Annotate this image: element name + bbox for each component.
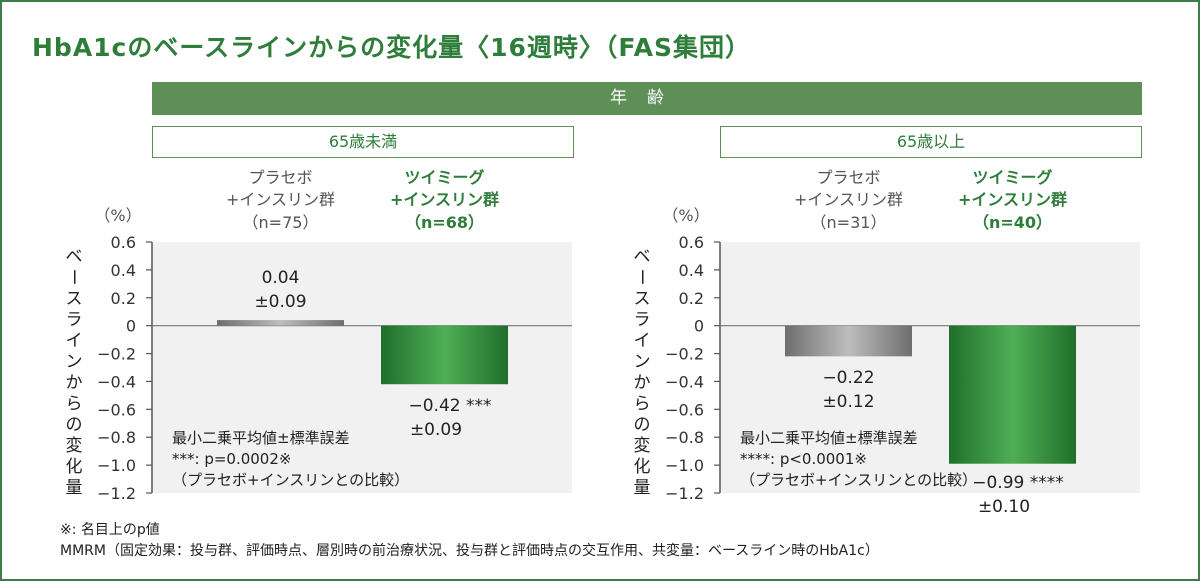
- stat-note: ****: p<0.0001※: [740, 450, 867, 468]
- category-n-label: （n=68）: [405, 213, 484, 232]
- category-n-label: （n=31）: [811, 213, 887, 232]
- y-tick-label: −0.2: [97, 345, 136, 364]
- stat-note: （プラセボ+インスリンとの比較）: [172, 471, 409, 489]
- y-axis-label-char: ス: [66, 289, 83, 309]
- y-axis-label-char: か: [634, 373, 651, 393]
- category-label: +インスリン群: [390, 190, 499, 209]
- category-label: +インスリン群: [794, 190, 903, 209]
- stat-note: 最小二乗平均値±標準誤差: [172, 429, 350, 447]
- y-axis-label-char: イ: [66, 331, 83, 351]
- y-tick-label: −0.2: [665, 345, 704, 364]
- se-label: ±0.10: [978, 497, 1030, 517]
- data-label: −0.99 ****: [972, 473, 1064, 493]
- bar: [217, 320, 344, 326]
- data-label: 0.04: [262, 268, 300, 288]
- y-axis-label-char: ら: [66, 394, 83, 414]
- category-label: +インスリン群: [958, 190, 1067, 209]
- y-axis-label-char: 量: [66, 478, 83, 498]
- se-label: ±0.09: [254, 292, 306, 312]
- stat-note: 最小二乗平均値±標準誤差: [740, 429, 918, 447]
- chart-title: HbA1cのベースラインからの変化量〈16週時〉（FAS集団）: [32, 33, 751, 62]
- y-tick-label: −0.6: [665, 400, 704, 419]
- y-axis-label-char: ス: [634, 289, 651, 309]
- y-unit-label: （%）: [94, 206, 141, 225]
- data-label: −0.42 ***: [409, 396, 492, 416]
- y-axis-label-char: イ: [634, 331, 651, 351]
- chart-panel-2: 0.6 0.4 0.2 0 −0.2 −0.4 −0.6 −0.8 −1.0 −1.2 （%） ベース…: [631, 168, 1140, 517]
- data-label: −0.22: [822, 368, 874, 388]
- y-tick-label: 0.2: [111, 289, 136, 308]
- category-label: +インスリン群: [226, 190, 335, 209]
- y-axis-label-char: ら: [634, 394, 651, 414]
- category-label: ツイミーグ: [972, 168, 1052, 187]
- y-axis-label-char: ラ: [634, 310, 651, 330]
- y-tick-label: −0.8: [665, 428, 704, 447]
- stat-note: （プラセボ+インスリンとの比較）: [740, 471, 977, 489]
- category-n-label: （n=40）: [973, 213, 1052, 232]
- se-label: ±0.12: [822, 392, 874, 412]
- y-axis-label-char: の: [66, 415, 83, 435]
- y-axis-label-char: ー: [63, 269, 83, 286]
- y-axis-label-char: 変: [634, 436, 651, 456]
- se-label: ±0.09: [410, 420, 462, 440]
- bar: [949, 325, 1076, 464]
- y-tick-label: −0.8: [97, 428, 136, 447]
- y-axis-label-char: か: [66, 373, 83, 393]
- bar: [381, 325, 508, 385]
- y-tick-label: −1.2: [97, 484, 136, 503]
- y-axis-label-char: の: [634, 415, 651, 435]
- category-n-label: （n=75）: [243, 213, 319, 232]
- y-axis-label-char: 量: [634, 478, 651, 498]
- y-tick-label: −0.6: [97, 400, 136, 419]
- y-axis-label-char: 変: [66, 436, 83, 456]
- group-label-65-plus: 65歳以上: [720, 126, 1142, 158]
- y-tick-label: 0.4: [111, 261, 136, 280]
- category-label: プラセボ: [816, 168, 880, 187]
- y-tick-label: 0: [694, 317, 704, 336]
- footnote-mmrm: MMRM（固定効果：投与群、評価時点、層別時の前治療状況、投与群と評価時点の交互…: [60, 543, 879, 559]
- footnotes: ※: 名目上のp値 MMRM（固定効果：投与群、評価時点、層別時の前治療状況、投…: [60, 520, 879, 562]
- y-tick-label: −1.2: [665, 484, 704, 503]
- y-axis-label-char: 化: [66, 457, 83, 477]
- y-axis-label-char: ベ: [634, 247, 651, 267]
- y-tick-label: −0.4: [665, 372, 704, 391]
- y-axis-label-char: ン: [634, 352, 651, 372]
- y-axis-label-char: ー: [631, 269, 651, 286]
- y-axis-label-char: ン: [66, 352, 83, 372]
- category-label: プラセボ: [248, 168, 312, 187]
- y-axis-label-char: 化: [634, 457, 651, 477]
- category-label: ツイミーグ: [404, 168, 484, 187]
- y-tick-label: −1.0: [97, 456, 136, 475]
- y-unit-label: （%）: [662, 206, 709, 225]
- y-tick-label: 0.6: [679, 233, 704, 252]
- group-label-under-65: 65歳未満: [152, 126, 574, 158]
- y-tick-label: 0: [126, 317, 136, 336]
- chart-panel-1: 0.6 0.4 0.2 0 −0.2 −0.4 −0.6 −0.8 −1.0 −1.2 （%） ベース…: [63, 168, 572, 503]
- bar: [785, 325, 912, 357]
- y-tick-label: −0.4: [97, 372, 136, 391]
- y-tick-label: −1.0: [665, 456, 704, 475]
- stat-note: ***: p=0.0002※: [172, 450, 291, 468]
- age-header: 年齢: [152, 82, 1142, 115]
- y-axis-label-char: ベ: [66, 247, 83, 267]
- y-tick-label: 0.6: [111, 233, 136, 252]
- y-tick-label: 0.4: [679, 261, 704, 280]
- y-axis-label-char: ラ: [66, 310, 83, 330]
- footnote-nominal-p: ※: 名目上のp値: [60, 522, 160, 538]
- y-tick-label: 0.2: [679, 289, 704, 308]
